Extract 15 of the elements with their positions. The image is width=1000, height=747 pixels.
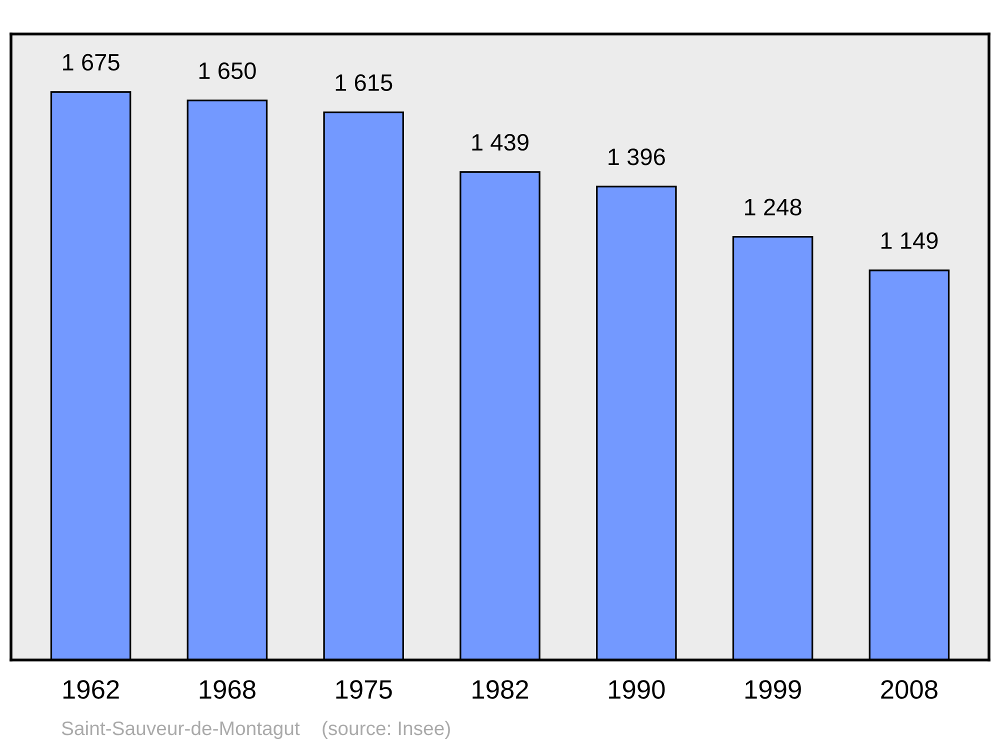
data-label: 1 650 (199, 62, 256, 80)
data-label: 1 439 (472, 134, 528, 151)
text: Saint-Sauveur-de-Montagut (source: Insee) (62, 720, 450, 740)
x-tick-label: 1990 (609, 680, 665, 699)
x-tick-label: 1975 (336, 680, 392, 699)
x-tick-label: 2008 (881, 680, 938, 699)
data-label: 1 396 (608, 148, 665, 166)
data-label: 1 615 (336, 74, 392, 91)
x-tick-label: 1968 (200, 680, 256, 699)
data-label: 1 248 (745, 198, 802, 216)
data-label: 1 675 (63, 54, 120, 71)
x-tick-label: 1962 (63, 680, 119, 699)
data-label: 1 149 (881, 232, 938, 250)
x-tick-label: 1999 (745, 680, 801, 699)
x-tick-label: 1982 (472, 680, 528, 699)
